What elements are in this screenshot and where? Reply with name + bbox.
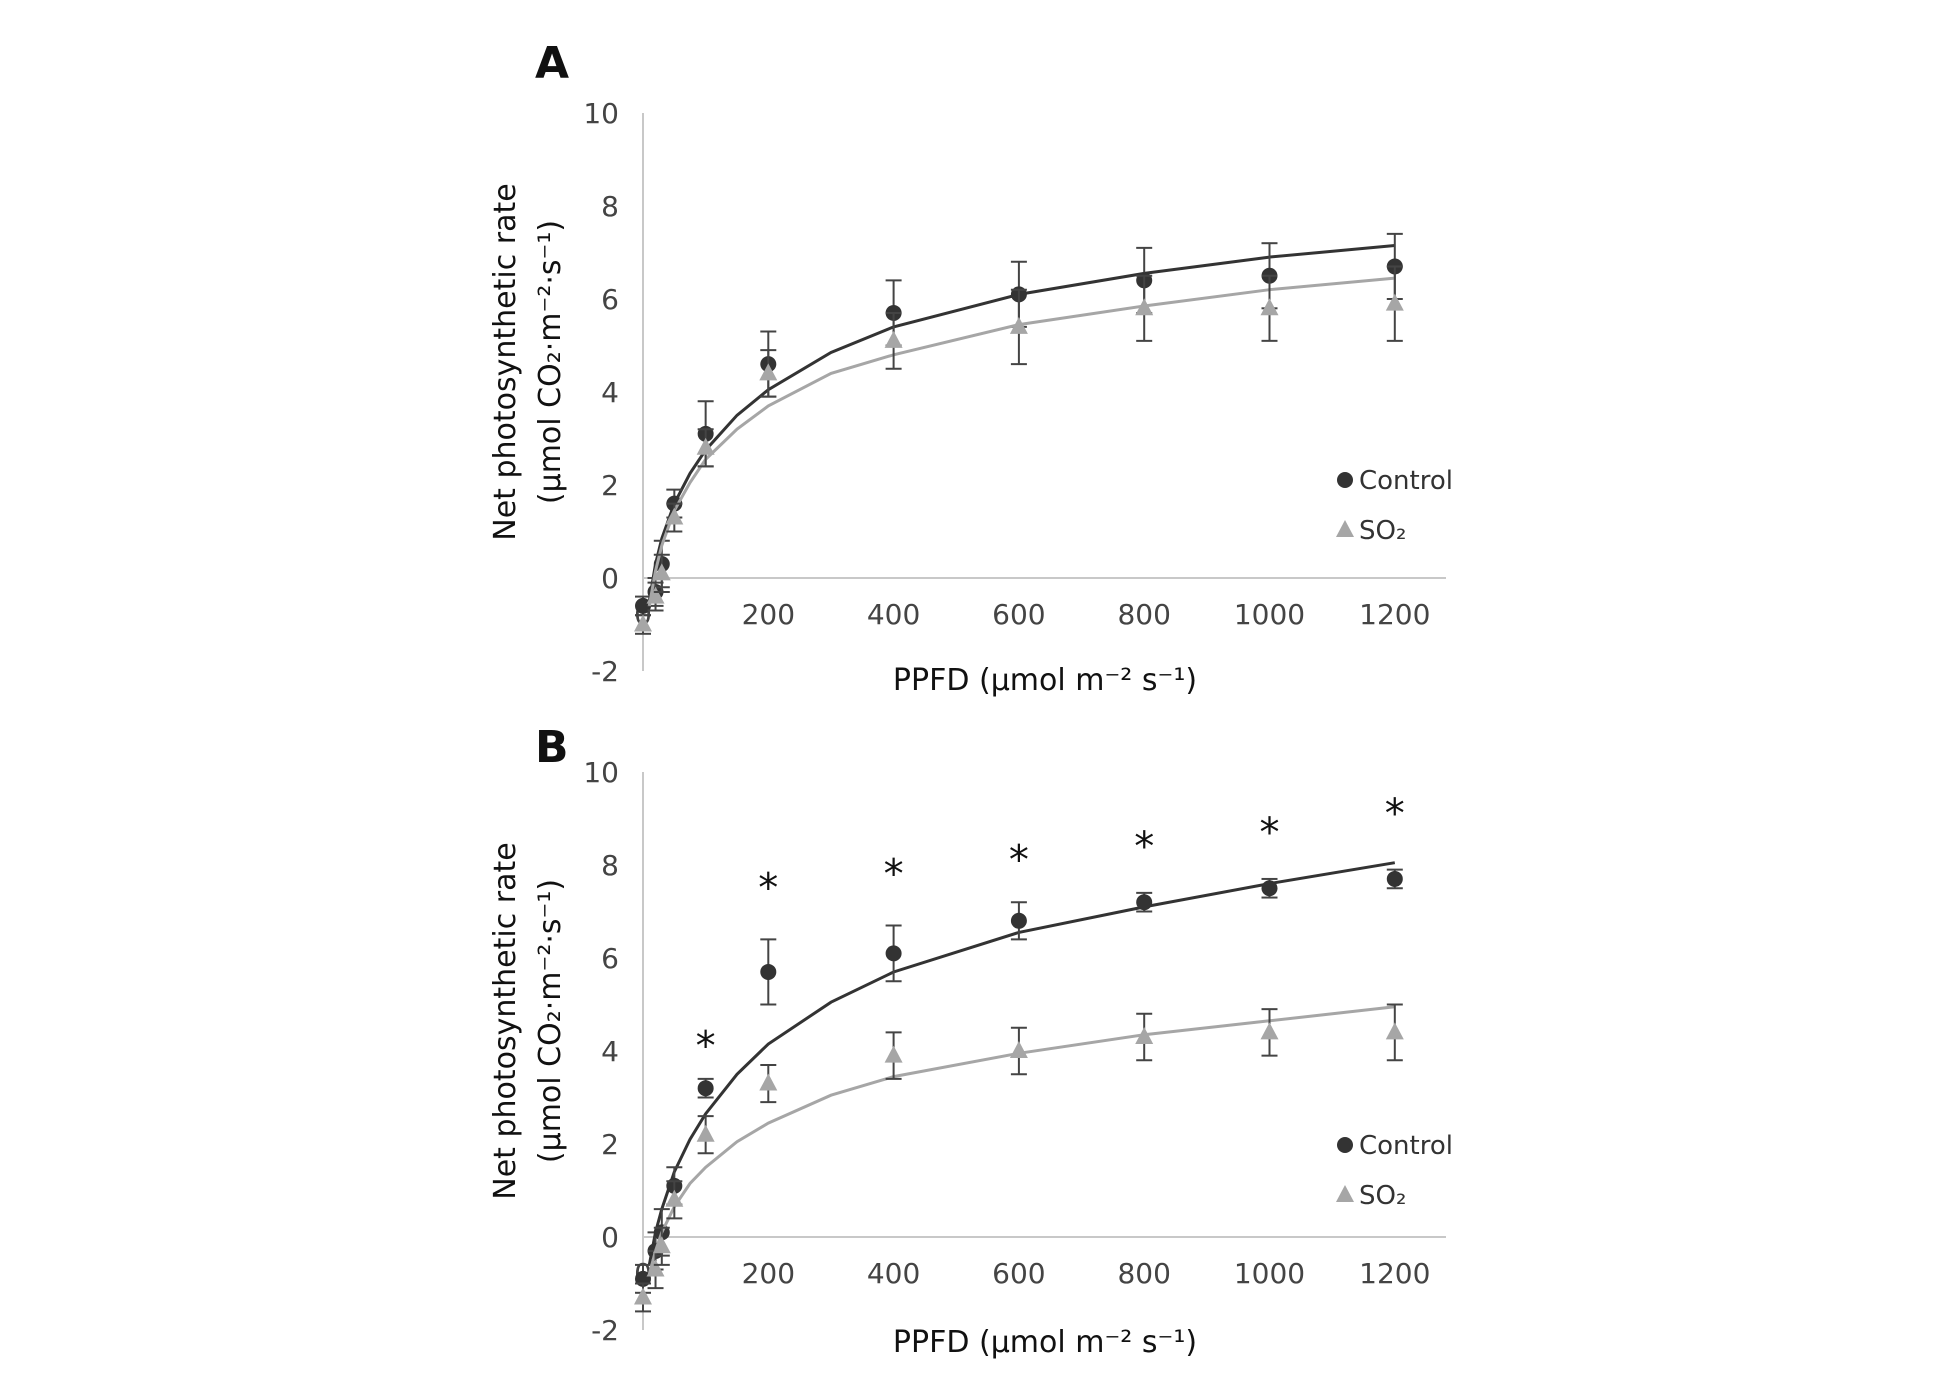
legend-label: Control [1359,466,1453,496]
y-tick-label: 6 [601,942,619,975]
significance-marker: * [758,866,778,912]
x-tick-label: 1000 [1234,598,1305,631]
so2-point [1135,298,1154,316]
panel-letter: B [535,722,569,773]
significance-marker: * [696,1024,716,1070]
control-point [1136,894,1153,911]
so2-point [884,1045,903,1063]
y-tick-label: 0 [601,1221,619,1254]
so2-point [646,586,665,604]
legend-label: Control [1359,1131,1453,1161]
significance-marker: * [884,852,904,898]
so2-point [1260,298,1279,316]
x-tick-label: 600 [992,1257,1045,1290]
y-tick-label: 4 [601,1035,619,1068]
so2-point [1135,1027,1154,1045]
x-tick-label: 800 [1117,1257,1170,1290]
control-point [697,1080,714,1097]
significance-marker: * [1385,791,1405,837]
so2-fit-curve [647,1005,1395,1275]
x-axis-title: PPFD (μmol m⁻² s⁻¹) [893,1325,1197,1360]
panel-b: B-20246810020040060080010001200PPFD (μmo… [488,722,1453,1360]
control-point [1010,912,1027,929]
x-tick-label: 1200 [1359,1257,1430,1290]
control-point [760,963,777,980]
significance-marker: * [1009,838,1029,884]
legend-control-marker [1337,1137,1353,1153]
so2-fit-curve [647,276,1395,607]
y-tick-label: 2 [601,1128,619,1161]
y-tick-label: 6 [601,283,619,316]
so2-point [696,437,715,455]
panel-a: A-20246810020040060080010001200PPFD (μmo… [488,38,1453,698]
x-tick-label: 600 [992,598,1045,631]
y-axis-title: Net photosynthetic rate [488,183,523,540]
legend-so2-marker [1336,1185,1354,1202]
so2-point [652,1236,671,1254]
x-tick-label: 200 [742,598,795,631]
so2-point [1009,1041,1028,1058]
y-tick-label: -2 [591,1314,619,1347]
so2-point [1385,1022,1404,1040]
so2-point [759,1073,778,1091]
control-point [1261,880,1278,897]
control-point [1386,870,1403,887]
x-tick-label: 1000 [1234,1257,1305,1290]
significance-marker: * [1134,824,1154,870]
legend-so2-marker [1336,520,1354,537]
so2-point [634,1287,652,1305]
control-fit-curve [647,244,1395,602]
so2-point [1009,316,1028,334]
y-tick-label: 0 [601,562,619,595]
so2-point [634,614,652,632]
x-tick-label: 800 [1117,598,1170,631]
legend: Control SO₂ [1336,466,1453,546]
so2-point [884,330,903,348]
so2-point [1260,1022,1279,1040]
so2-point [1385,293,1404,311]
so2-point [696,1124,715,1142]
y-tick-label: 2 [601,469,619,502]
so2-point [652,563,671,581]
y-tick-label: 8 [601,849,619,882]
y-tick-label: 10 [583,756,619,789]
y-tick-label: -2 [591,655,619,688]
legend-control-marker [1337,472,1353,488]
so2-point [646,1259,665,1277]
y-axis-title-units: (μmol CO₂·m⁻²·s⁻¹) [533,879,568,1163]
legend: Control SO₂ [1336,1131,1453,1211]
control-fit-curve [647,861,1396,1266]
x-axis-title: PPFD (μmol m⁻² s⁻¹) [893,663,1197,698]
panel-letter: A [535,38,569,89]
y-tick-label: 10 [583,97,619,130]
y-tick-label: 4 [601,376,619,409]
control-point [635,597,651,614]
so2-point [665,1189,684,1207]
legend-label: SO₂ [1359,1181,1406,1211]
so2-point [665,507,684,525]
x-tick-label: 400 [867,598,920,631]
so2-point [759,363,778,381]
legend-label: SO₂ [1359,516,1406,546]
x-tick-label: 400 [867,1257,920,1290]
x-tick-label: 1200 [1359,598,1430,631]
y-tick-label: 8 [601,190,619,223]
significance-marker: * [1260,810,1280,856]
y-axis-title-units: (μmol CO₂·m⁻²·s⁻¹) [533,220,568,504]
y-axis-title: Net photosynthetic rate [488,842,523,1199]
control-point [885,945,902,962]
x-tick-label: 200 [742,1257,795,1290]
